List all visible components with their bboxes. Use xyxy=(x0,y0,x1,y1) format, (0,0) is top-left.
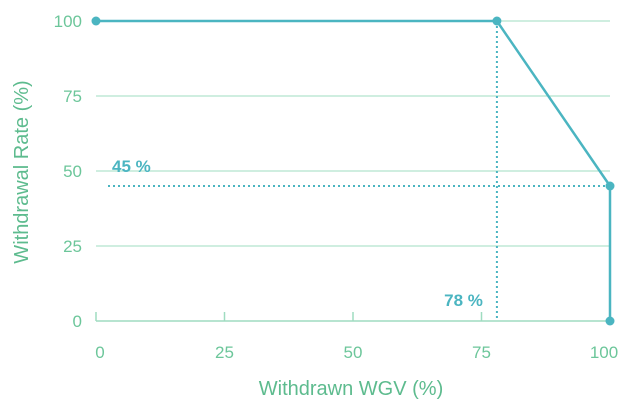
x-tick-label-50: 50 xyxy=(344,343,363,362)
y-axis-label: Withdrawal Rate (%) xyxy=(11,80,33,263)
reference-lines-layer xyxy=(108,21,610,321)
x-axis-label: Withdrawn WGV (%) xyxy=(259,378,443,400)
series-line-0 xyxy=(96,19,612,321)
data-point-0-2 xyxy=(605,181,615,191)
grid-layer xyxy=(96,20,610,247)
y-tick-label-25: 25 xyxy=(63,237,82,256)
x-tick-label-0: 0 xyxy=(95,343,104,362)
y-tick-label-75: 75 xyxy=(63,87,82,106)
reference-label-x-78: 78 % xyxy=(444,291,483,310)
data-point-0-0 xyxy=(91,16,101,26)
axis-layer xyxy=(95,312,611,322)
y-tick-label-0: 0 xyxy=(73,312,82,331)
data-point-0-3 xyxy=(605,316,615,326)
data-point-0-1 xyxy=(492,16,502,26)
x-tick-label-75: 75 xyxy=(472,343,491,362)
x-tick-label-25: 25 xyxy=(215,343,234,362)
series-layer xyxy=(91,16,615,326)
y-tick-label-100: 100 xyxy=(54,12,82,31)
label-layer: Withdrawn WGV (%) Withdrawal Rate (%) 0 2… xyxy=(11,12,618,400)
x-tick-label-100: 100 xyxy=(590,343,618,362)
reference-label-y-45: 45 % xyxy=(112,157,151,176)
y-tick-label-50: 50 xyxy=(63,162,82,181)
